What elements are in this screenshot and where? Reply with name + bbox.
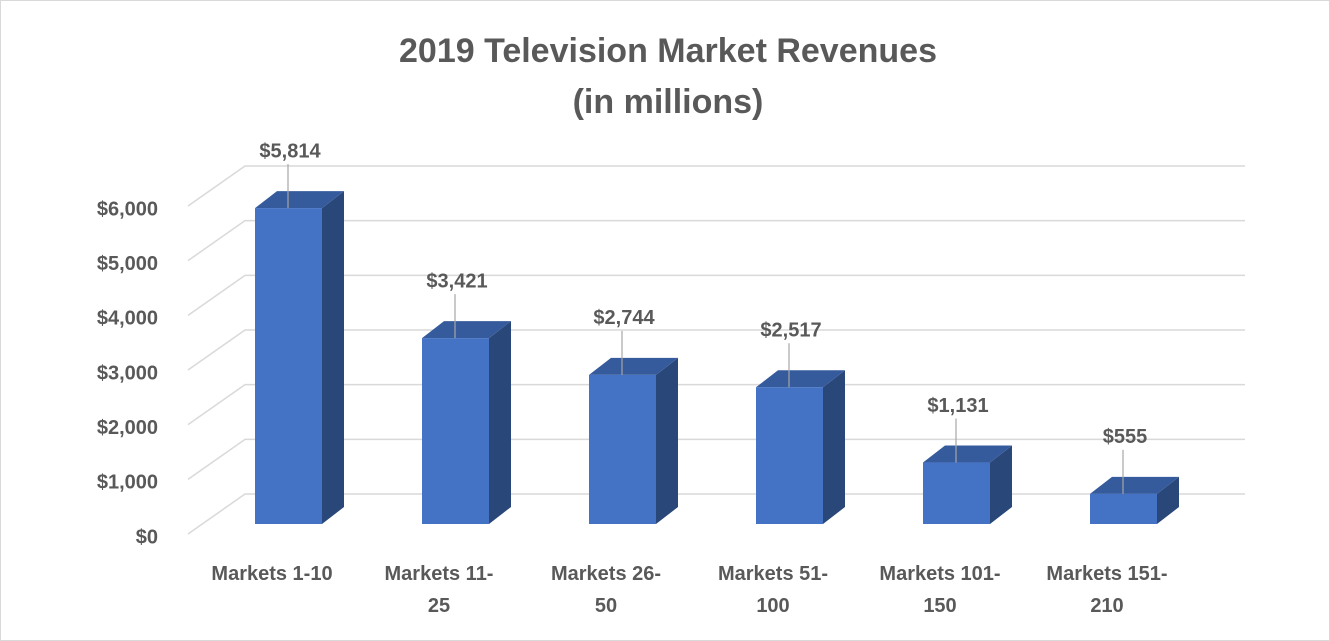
grid-line [187,438,1245,480]
grid-line [187,329,1245,371]
x-tick-label-line: Markets 11- [385,563,494,585]
x-tick-label: Markets 101- 150 [879,563,1000,617]
x-tick-label: Markets 26- 50 [551,563,661,617]
bar-front [923,462,990,524]
bar [589,357,678,524]
x-tick-label: Markets 151- 210 [1046,563,1167,617]
bar-side [823,370,845,524]
y-tick-label: $5,000 [97,253,158,275]
bar [255,191,344,524]
value-label: $2,744 [593,307,655,329]
x-tick-label-line: 100 [756,595,789,617]
y-tick-label: $0 [136,526,158,548]
x-tick-label: Markets 1-10 [211,563,332,585]
bar-top [923,445,1012,463]
x-tick-label-line: Markets 1-10 [211,563,332,585]
grid-line [187,493,1245,535]
chart-subtitle: (in millions) [573,83,764,121]
y-tick-label: $6,000 [97,198,158,220]
x-tick-label-line: Markets 101- [879,563,1000,585]
bar-side [656,357,678,524]
bar-side [990,445,1012,524]
x-tick-label-line: 50 [595,595,617,617]
value-label: $2,517 [760,320,821,342]
grid-line [187,219,1245,262]
bar-front [756,387,823,524]
value-label: $1,131 [927,395,988,417]
value-label: $5,814 [259,140,321,162]
grid-line [187,274,1245,316]
bar-top [255,191,344,209]
y-tick-label: $4,000 [97,308,158,330]
bar [756,370,845,524]
bar-side [489,321,511,524]
x-tick-label-line: 150 [923,595,956,617]
bar [1090,476,1179,524]
bar-side [322,191,344,524]
x-tick-label-line: 25 [428,595,450,617]
chart-title: 2019 Television Market Revenues [399,32,937,70]
bar-top [756,370,845,388]
bar-top [422,321,511,339]
bar-top [589,357,678,375]
x-tick-label-line: 210 [1090,595,1123,617]
x-tick-label: Markets 51- 100 [718,563,828,617]
grid-line [187,383,1245,426]
value-label: $555 [1103,426,1148,448]
bar-side [1157,476,1179,524]
x-tick-label-line: Markets 51- [718,563,828,585]
grid-line [187,165,1245,207]
bar-front [255,208,322,524]
bar [923,445,1012,524]
y-tick-label: $1,000 [97,472,158,494]
bar-front [1090,493,1157,524]
bar-top [1090,476,1179,494]
bar-front [422,338,489,524]
y-tick-label: $3,000 [97,362,158,384]
x-tick-label: Markets 11- 25 [385,563,494,617]
y-tick-label: $2,000 [97,417,158,439]
x-tick-label-line: Markets 151- [1046,563,1167,585]
value-label: $3,421 [426,270,487,292]
bar [422,321,511,524]
bar-front [589,374,656,524]
x-tick-label-line: Markets 26- [551,563,661,585]
